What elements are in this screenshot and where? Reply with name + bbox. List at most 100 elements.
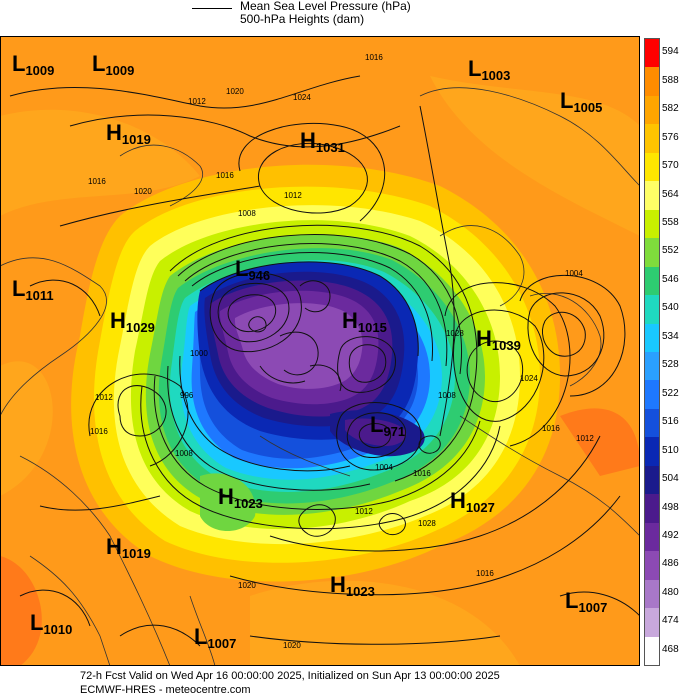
map-legend: Mean Sea Level Pressure (hPa) 500-hPa He… [0, 0, 681, 36]
isobar-label: 1024 [293, 93, 311, 102]
colorbar-level-label: 564 [662, 188, 679, 200]
isobar-label: 1016 [88, 177, 106, 186]
isobar-label: 1016 [90, 427, 108, 436]
colorbar-swatch [645, 295, 659, 325]
isobar-label: 1020 [283, 641, 301, 650]
colorbar-swatch [645, 494, 659, 524]
pressure-center-high: H1039 [476, 326, 521, 353]
weather-map: 1012 1016 1020 1024 1016 1012 1008 1004 … [0, 36, 640, 666]
pressure-center-low: L946 [235, 256, 270, 283]
isobar-label: 1008 [238, 209, 256, 218]
colorbar-swatch [645, 209, 659, 239]
height-band [0, 109, 200, 216]
pressure-center-high: H1031 [300, 128, 345, 155]
isobar-label: 1008 [438, 391, 456, 400]
height-band [0, 556, 42, 666]
isobar-label: 1016 [365, 53, 383, 62]
pressure-center-low: L1009 [12, 51, 54, 78]
isobar-label: 1012 [95, 393, 113, 402]
colorbar-level-label: 576 [662, 131, 679, 143]
pressure-center-high: H1019 [106, 120, 151, 147]
isobar-label: 1012 [355, 507, 373, 516]
colorbar-level-label: 558 [662, 216, 679, 228]
pressure-center-low: L1009 [92, 51, 134, 78]
colorbar-swatch [645, 522, 659, 552]
isobar-label: 1024 [520, 374, 538, 383]
colorbar-swatch [645, 181, 659, 211]
colorbar-swatch [645, 152, 659, 182]
colorbar-level-label: 492 [662, 529, 679, 541]
isobar-label: 1012 [188, 97, 206, 106]
colorbar-level-label: 528 [662, 359, 679, 371]
isobar-label: 1008 [175, 449, 193, 458]
isobar-legend-line [192, 8, 232, 9]
pressure-center-high: H1023 [218, 484, 263, 511]
colorbar-level-label: 546 [662, 273, 679, 285]
height-band [234, 303, 363, 389]
forecast-valid-text: 72-h Fcst Valid on Wed Apr 16 00:00:00 2… [80, 670, 500, 682]
colorbar-swatch [645, 323, 659, 353]
colorbar-level-label: 468 [662, 643, 679, 655]
pressure-center-high: H1019 [106, 534, 151, 561]
isobar-labels: 1012 1016 1020 1024 1016 1012 1008 1004 … [88, 53, 594, 650]
height-band [0, 361, 53, 496]
isobar-label: 1020 [238, 581, 256, 590]
pressure-center-high: H1029 [110, 308, 155, 335]
colorbar-level-label: 516 [662, 416, 679, 428]
isobar-label: 1004 [565, 269, 583, 278]
pressure-center-low: L971 [370, 412, 405, 439]
map-frame [0, 36, 640, 666]
source-credit-text: ECMWF-HRES - meteocentre.com [80, 684, 251, 696]
isobar-label: 1012 [284, 191, 302, 200]
colorbar-swatch [645, 95, 659, 125]
colorbar-swatch [645, 608, 659, 638]
isobar-label: 1016 [476, 569, 494, 578]
map-footer: 72-h Fcst Valid on Wed Apr 16 00:00:00 2… [0, 668, 681, 700]
legend-mslp-label: Mean Sea Level Pressure (hPa) [240, 0, 411, 13]
height-band [430, 76, 640, 236]
colorbar-level-label: 540 [662, 302, 679, 314]
pressure-center-low: L1007 [565, 588, 607, 615]
height-band [250, 580, 520, 666]
colorbar-swatch [645, 408, 659, 438]
colorbar-swatch [645, 636, 659, 666]
colorbar-level-label: 594 [662, 46, 679, 58]
isobar-label: 1020 [226, 87, 244, 96]
colorbar-level-label: 486 [662, 558, 679, 570]
colorbar-swatch [645, 579, 659, 609]
isobar-label: 1000 [190, 349, 208, 358]
colorbar-swatch [645, 352, 659, 381]
pressure-center-low: L1010 [30, 610, 72, 637]
pressure-center-low: L1007 [194, 624, 236, 651]
pressure-center-low: L1003 [468, 56, 510, 83]
colorbar-level-label: 522 [662, 387, 679, 399]
colorbar-level-label: 588 [662, 74, 679, 86]
colorbar-swatch [645, 380, 659, 410]
colorbar-level-label: 510 [662, 444, 679, 456]
height-colorbar [644, 38, 660, 666]
isobar-label: 1016 [216, 171, 234, 180]
colorbar-swatch [645, 124, 659, 154]
colorbar-level-label: 534 [662, 330, 679, 342]
height-band [200, 473, 256, 531]
isobar-label: 996 [180, 391, 194, 400]
isobar-label: 1016 [413, 469, 431, 478]
colorbar-level-label: 552 [662, 245, 679, 257]
colorbar-swatch [645, 67, 659, 97]
isobar-label: 1012 [576, 434, 594, 443]
colorbar-level-label: 504 [662, 473, 679, 485]
height-band [560, 408, 640, 476]
isobar-label: 1028 [418, 519, 436, 528]
colorbar-swatch [645, 39, 659, 68]
pressure-center-high: H1023 [330, 572, 375, 599]
colorbar-level-label: 480 [662, 586, 679, 598]
colorbar-swatch [645, 266, 659, 296]
colorbar-swatch [645, 551, 659, 581]
colorbar-swatch [645, 465, 659, 495]
coastlines [0, 87, 640, 666]
legend-heights-label: 500-hPa Heights (dam) [240, 12, 365, 26]
pressure-center-high: H1027 [450, 488, 495, 515]
isobar-label: 1028 [446, 329, 464, 338]
colorbar-swatch [645, 238, 659, 268]
pressure-center-high: H1015 [342, 308, 387, 335]
